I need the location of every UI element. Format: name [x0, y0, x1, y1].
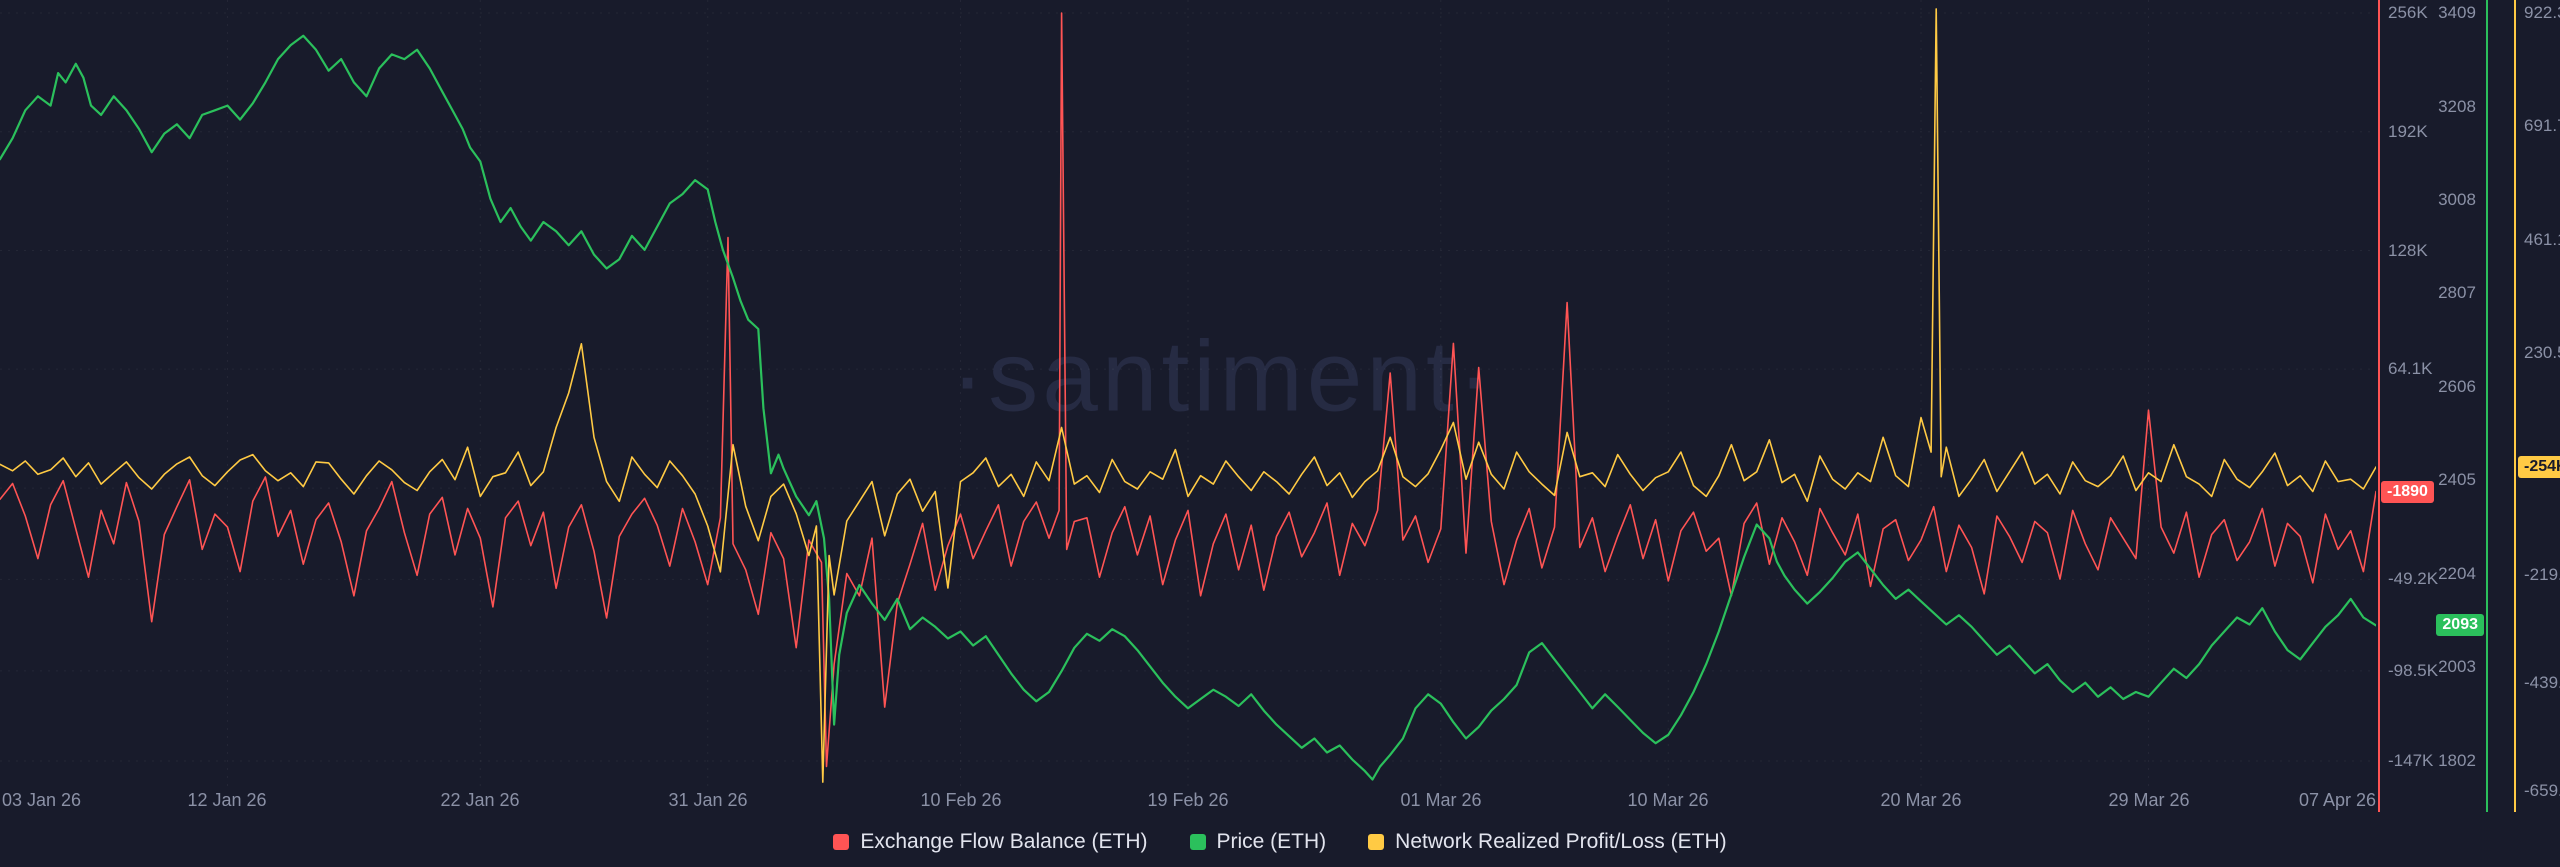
y-tick-label-flow: -49.2K	[2388, 569, 2439, 588]
y-tick-label-price: 2606	[2438, 377, 2476, 396]
y-tick-label-pnl: 230.57M	[2524, 343, 2560, 362]
y-tick-label-price: 2405	[2438, 470, 2476, 489]
y-tick-label-price: 2204	[2438, 564, 2476, 583]
y-tick-label-price: 1802	[2438, 751, 2476, 770]
y-tick-label-price: 3208	[2438, 97, 2476, 116]
y-tick-label-pnl: 461.15M	[2524, 230, 2560, 249]
x-tick-label: 31 Jan 26	[668, 790, 748, 810]
x-axis[interactable]: 03 Jan 26 12 Jan 26 22 Jan 26 31 Jan 26 10 F…	[0, 786, 2376, 812]
x-tick-label: 01 Mar 26	[1400, 790, 1482, 810]
exchange-flow-axis-line	[2378, 0, 2380, 812]
y-axis-network-realized-pnl[interactable]: 922.31M 691.73M 461.15M 230.57M -219.7M -439.…	[2514, 0, 2560, 812]
y-tick-label-pnl: -439.41M	[2524, 673, 2560, 692]
x-tick-label: 07 Apr 26	[2298, 790, 2376, 810]
y-tick-label-pnl: 922.31M	[2524, 3, 2560, 22]
y-tick-label-price: 3409	[2438, 3, 2476, 22]
y-tick-label-flow: -98.5K	[2388, 661, 2439, 680]
chart-plot-area[interactable]	[0, 0, 2376, 786]
y-tick-label-flow: 192K	[2388, 122, 2428, 141]
series-network-realized-profit-loss	[0, 8, 2376, 783]
legend-swatch-exchange-flow-balance	[833, 834, 850, 850]
y-axis-price[interactable]: 3409 3208 3008 2807 2606 2405 2204 2003 1802 2093	[2430, 0, 2488, 812]
legend-item-exchange-flow-balance[interactable]: Exchange Flow Balance (ETH)	[833, 830, 1148, 854]
legend-item-network-realized-pnl[interactable]: Network Realized Profit/Loss (ETH)	[1368, 830, 1727, 854]
y-tick-label-flow: 64.1K	[2388, 359, 2433, 378]
x-tick-label: 10 Feb 26	[920, 790, 1002, 810]
y-tick-label-pnl: 691.73M	[2524, 116, 2560, 135]
current-value-badge-pnl: -254K	[2518, 456, 2560, 478]
legend-swatch-price	[1189, 834, 1206, 850]
x-tick-label: 12 Jan 26	[187, 790, 267, 810]
legend-item-price[interactable]: Price (ETH)	[1189, 830, 1327, 854]
price-axis-line	[2486, 0, 2488, 812]
y-tick-label-flow: 128K	[2388, 241, 2428, 260]
legend-label-exchange-flow-balance: Exchange Flow Balance (ETH)	[860, 830, 1148, 853]
x-tick-label: 10 Mar 26	[1627, 790, 1709, 810]
y-tick-label-price: 2003	[2438, 657, 2476, 676]
x-tick-label: 19 Feb 26	[1147, 790, 1229, 810]
current-value-badge-price: 2093	[2436, 614, 2484, 636]
legend-label-price: Price (ETH)	[1216, 830, 1327, 853]
x-tick-label: 29 Mar 26	[2108, 790, 2190, 810]
series-price	[0, 34, 2376, 781]
y-axis-exchange-flow-balance[interactable]: 256K 192K 128K 64.1K -49.2K -98.5K -147K -1890	[2378, 0, 2438, 812]
current-value-badge-flow: -1890	[2381, 481, 2434, 503]
y-tick-label-flow: -147K	[2388, 751, 2434, 770]
legend: Exchange Flow Balance (ETH) Price (ETH) …	[0, 822, 2560, 862]
series-exchange-flow-balance	[0, 12, 2376, 768]
legend-swatch-network-realized-pnl	[1368, 834, 1385, 850]
y-tick-label-pnl: -659.12M	[2524, 781, 2560, 800]
y-tick-label-flow: 256K	[2388, 3, 2428, 22]
x-tick-label: 22 Jan 26	[440, 790, 520, 810]
pnl-axis-line	[2514, 0, 2516, 812]
legend-label-network-realized-pnl: Network Realized Profit/Loss (ETH)	[1395, 830, 1727, 853]
y-tick-label-pnl: -219.7M	[2524, 565, 2560, 584]
y-tick-label-price: 2807	[2438, 283, 2476, 302]
y-tick-label-price: 3008	[2438, 190, 2476, 209]
x-tick-label: 03 Jan 26	[2, 790, 82, 810]
x-tick-label: 20 Mar 26	[1880, 790, 1962, 810]
santiment-watermark: ·santiment·	[950, 320, 1496, 433]
